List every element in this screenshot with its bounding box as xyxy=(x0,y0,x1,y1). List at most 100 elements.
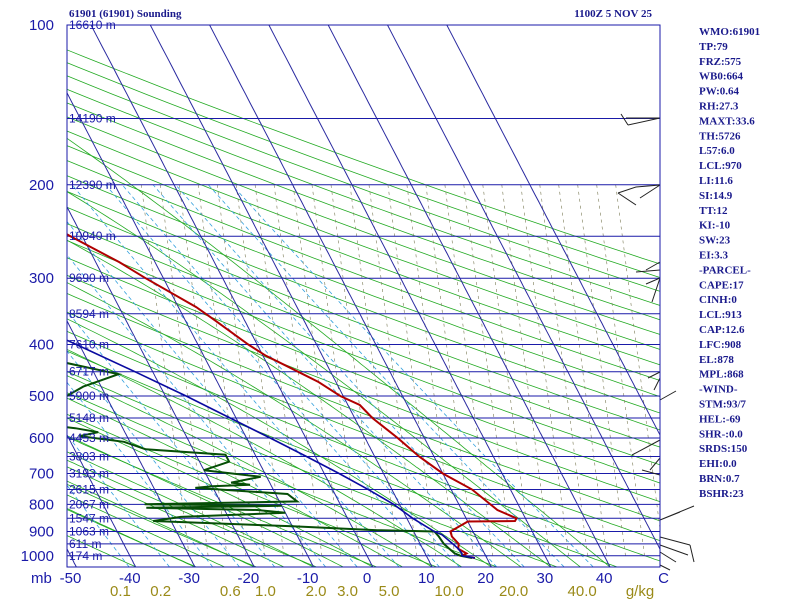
wind-barb xyxy=(631,439,661,476)
mixing-ratio-label: 0.1 xyxy=(110,583,131,600)
isotherm xyxy=(386,25,660,551)
index-entry: SI:14.9 xyxy=(699,190,733,202)
moist-adiabat xyxy=(67,375,433,567)
mixing-ratio-lines xyxy=(67,184,660,567)
mixing-ratio-label: 1.0 xyxy=(255,583,276,600)
dewpoint-line xyxy=(67,362,473,559)
dry-adiabat xyxy=(67,330,660,562)
dry-adiabat xyxy=(67,175,660,398)
index-entry: SW:23 xyxy=(699,235,731,247)
isotherm xyxy=(67,547,77,567)
index-entry: BSHR:23 xyxy=(699,488,744,500)
plot-frame xyxy=(66,24,661,568)
temperature-tick-label: 20 xyxy=(477,570,494,587)
isotherm xyxy=(67,91,314,567)
isotherm xyxy=(0,13,17,567)
index-entry: CAPE:17 xyxy=(699,279,744,291)
dry-adiabat xyxy=(67,116,660,335)
temperature-tick-label: 30 xyxy=(537,570,554,587)
moist-adiabat xyxy=(67,480,255,567)
mixing-ratio-label: 10.0 xyxy=(435,583,464,600)
index-entry: FRZ:575 xyxy=(699,56,742,68)
index-entry: TT:12 xyxy=(699,205,728,217)
dry-adiabat xyxy=(67,311,660,542)
height-label: 10940 m xyxy=(69,229,116,243)
index-entry: PW:0.64 xyxy=(699,86,740,98)
mixing-ratio-line xyxy=(175,184,525,567)
temperature-tick-label: C xyxy=(658,570,669,587)
isobars xyxy=(67,24,660,557)
temperature-tick-label: -10 xyxy=(297,570,319,587)
index-entry: STM:93/7 xyxy=(699,399,747,411)
mixing-ratio-unit: g/kg xyxy=(626,583,654,600)
dry-adiabat xyxy=(67,49,660,265)
stability-indices: WMO:61901 TP:79 FRZ:575 WB0:664 PW:0.64 RH:27… xyxy=(699,26,760,500)
index-entry: TH:5726 xyxy=(699,130,741,142)
height-label: 174 m xyxy=(69,549,102,563)
moist-adiabat xyxy=(67,494,225,567)
temperature-tick-label: -20 xyxy=(238,570,260,587)
height-label: 3803 m xyxy=(69,449,109,463)
index-entry: LCL:970 xyxy=(699,160,742,172)
pressure-tick-label: 300 xyxy=(29,270,54,287)
height-label: 1063 m xyxy=(69,524,109,538)
pressure-tick-label: 500 xyxy=(29,388,54,405)
moist-adiabat xyxy=(67,417,373,567)
mixing-ratio-label: 5.0 xyxy=(379,583,400,600)
wind-barb xyxy=(659,505,695,521)
dry-adiabat xyxy=(67,483,257,567)
dry-adiabat xyxy=(67,274,660,503)
height-label: 1547 m xyxy=(69,511,109,525)
dry-adiabat xyxy=(67,392,498,567)
height-label: 16610 m xyxy=(69,18,116,32)
mixing-ratio-line xyxy=(121,184,460,567)
temperature-tick-label: -30 xyxy=(178,570,200,587)
dry-adiabat xyxy=(67,145,660,366)
isotherm xyxy=(446,25,660,437)
mixing-ratio-label: 0.6 xyxy=(220,583,241,600)
station-title: 61901 (61901) Sounding xyxy=(69,8,182,20)
index-entry: SHR-:0.0 xyxy=(699,428,743,440)
dry-adiabat xyxy=(67,75,660,292)
height-label: 5148 m xyxy=(69,411,109,425)
temperature-line xyxy=(67,233,518,559)
height-label: 12390 m xyxy=(69,178,116,192)
plot-area xyxy=(67,25,660,567)
dry-adiabat xyxy=(67,459,317,567)
height-label: 5900 m xyxy=(69,389,109,403)
height-label: 7610 m xyxy=(69,338,109,352)
mixing-ratio-line xyxy=(67,310,276,567)
mixing-ratio-line xyxy=(67,484,130,567)
index-entry: HEL:-69 xyxy=(699,413,741,425)
axis-labels: 16610 m 14190 m 12390 m 10940 m 9690 m 8594 m… xyxy=(21,17,669,600)
height-label: 611 m xyxy=(69,537,101,551)
height-label: 4453 m xyxy=(69,431,109,445)
index-entry: WMO:61901 xyxy=(699,26,760,38)
index-entry: WB0:664 xyxy=(699,71,744,83)
dry-adiabats xyxy=(67,49,660,567)
index-entry: -PARCEL- xyxy=(699,264,751,276)
index-entry: SRDS:150 xyxy=(699,443,748,455)
mixing-ratio-label: 0.2 xyxy=(150,583,171,600)
wind-barb xyxy=(645,277,661,303)
pressure-tick-label: 1000 xyxy=(21,548,54,565)
pressure-axis-unit: mb xyxy=(31,570,52,587)
wind-barb xyxy=(620,113,661,126)
index-entry: BRN:0.7 xyxy=(699,473,740,485)
mixing-ratio-line xyxy=(67,254,327,567)
height-label: 3193 m xyxy=(69,467,109,481)
pressure-tick-label: 200 xyxy=(29,177,54,194)
dry-adiabat xyxy=(67,130,660,350)
parcel-line xyxy=(67,339,476,559)
dry-adiabat xyxy=(67,206,660,431)
index-entry: EI:3.3 xyxy=(699,250,729,262)
pressure-tick-label: 900 xyxy=(29,523,54,540)
height-label: 9690 m xyxy=(69,271,109,285)
isotherm xyxy=(209,25,492,567)
pressure-tick-label: 700 xyxy=(29,466,54,483)
moist-adiabat xyxy=(67,508,196,567)
index-entry: KI:-10 xyxy=(699,220,731,232)
temperature-tick-label: 0 xyxy=(363,570,371,587)
